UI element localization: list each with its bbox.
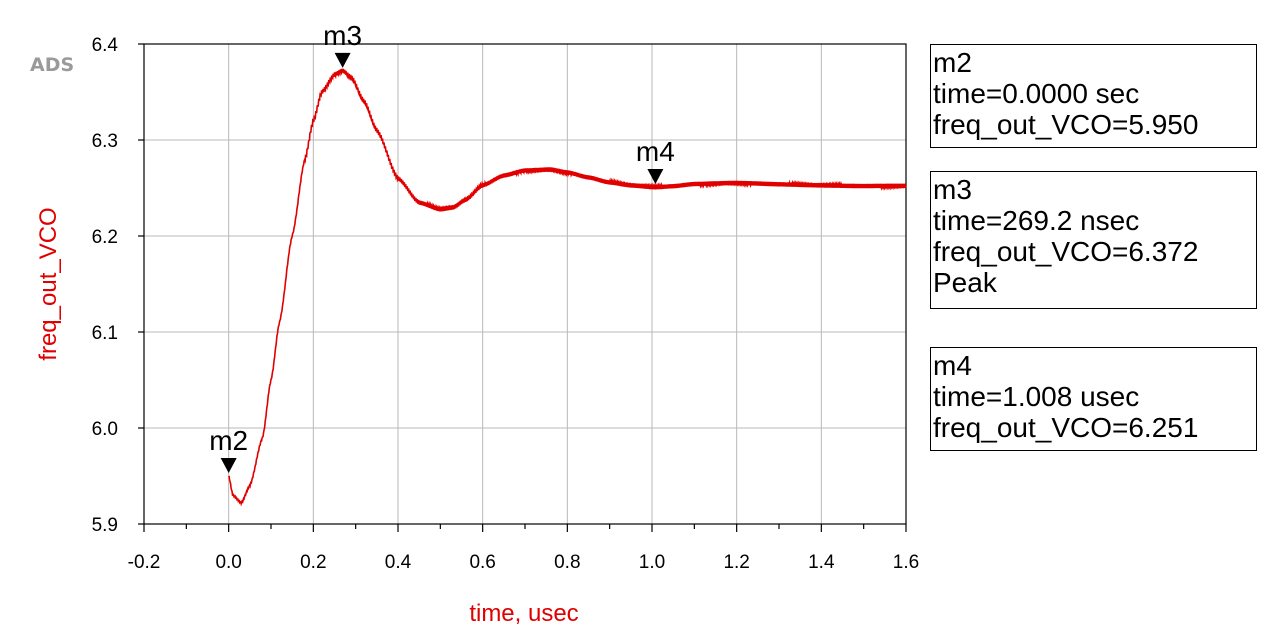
marker-readout-m4[interactable]: m4 time=1.008 usec freq_out_VCO=6.251 (930, 347, 1257, 451)
y-tick-label: 6.1 (92, 323, 118, 344)
grid-lines (144, 44, 906, 524)
x-tick-label: 0.2 (300, 552, 326, 573)
readout-line: freq_out_VCO=6.251 (933, 412, 1199, 443)
marker-triangle-m2[interactable] (220, 458, 237, 473)
readout-line: freq_out_VCO=6.372 (933, 236, 1199, 267)
x-tick-label: 0.4 (385, 552, 412, 573)
readout-line: m3 (933, 174, 972, 205)
readout-line: freq_out_VCO=5.950 (933, 109, 1199, 140)
x-tick-label: 1.2 (723, 552, 749, 573)
readout-line: m4 (933, 350, 972, 381)
marker-triangle-m4[interactable] (647, 169, 664, 185)
y-axis-ticks: 5.9 6.0 6.1 6.2 6.3 6.4 (92, 35, 144, 536)
y-tick-label: 5.9 (92, 515, 118, 536)
x-tick-label: 1.0 (639, 552, 665, 573)
marker-label-m3: m3 (323, 20, 362, 51)
marker-readout-m2[interactable]: m2 time=0.0000 sec freq_out_VCO=5.950 (930, 44, 1257, 148)
y-tick-label: 6.2 (92, 227, 118, 248)
readout-line: time=1.008 usec (933, 381, 1140, 412)
marker-readout-m3[interactable]: m3 time=269.2 nsec freq_out_VCO=6.372 Pe… (930, 171, 1257, 309)
x-tick-label: 1.4 (808, 552, 835, 573)
x-axis-ticks: -0.2 0.0 0.2 0.4 0.6 0.8 1.0 1.2 1.4 1.6 (128, 524, 919, 573)
x-tick-label: 0.0 (215, 552, 241, 573)
marker-triangle-m3[interactable] (334, 52, 351, 68)
x-tick-label: 0.8 (554, 552, 580, 573)
x-tick-label: -0.2 (128, 552, 161, 573)
marker-label-m2: m2 (209, 425, 248, 456)
y-tick-label: 6.4 (92, 35, 119, 56)
readout-line: Peak (933, 267, 997, 298)
y-tick-label: 6.3 (92, 131, 118, 152)
series-line-freq-out-vco (228, 68, 907, 507)
x-axis-label: time, usec (469, 600, 578, 627)
readout-line: time=269.2 nsec (933, 205, 1140, 236)
marker-label-m4: m4 (636, 136, 675, 167)
y-tick-label: 6.0 (92, 419, 118, 440)
y-axis-label: freq_out_VCO (35, 207, 62, 360)
x-tick-label: 1.6 (893, 552, 919, 573)
ads-watermark: ADS (30, 54, 74, 76)
x-tick-label: 0.6 (469, 552, 495, 573)
readout-line: time=0.0000 sec (933, 78, 1140, 109)
marker-group: m2 m3 m4 (209, 20, 675, 473)
readout-line: m2 (933, 47, 972, 78)
